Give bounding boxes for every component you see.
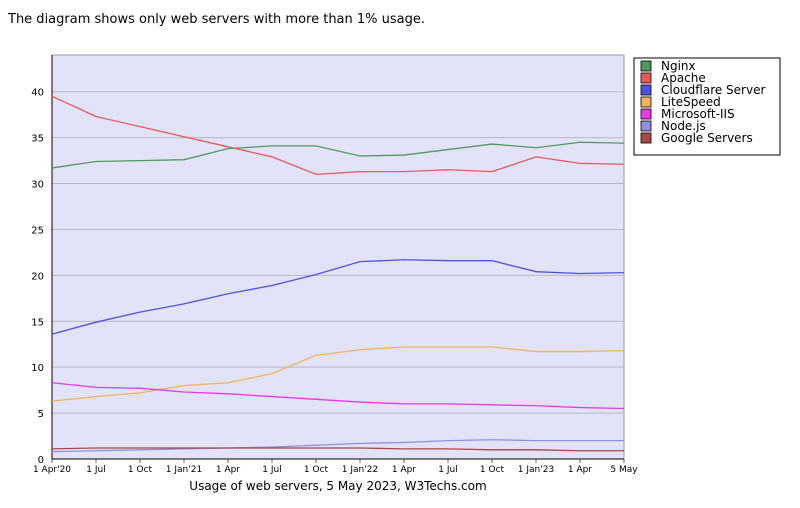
y-tick-label: 0 — [38, 455, 44, 466]
y-tick-label: 15 — [31, 317, 44, 328]
x-tick-label: 1 Jul — [262, 465, 281, 475]
series-line — [51, 447, 624, 452]
legend-swatch — [640, 84, 652, 96]
x-tick-label: 1 Apr — [568, 465, 592, 475]
series-line — [51, 439, 624, 453]
y-tick-label: 25 — [31, 225, 44, 236]
x-tick-label: 1 Apr — [216, 465, 240, 475]
legend-label: LiteSpeed — [661, 95, 721, 109]
legend-swatch — [640, 60, 652, 72]
y-tick-label: 10 — [31, 363, 44, 374]
legend-label: Node.js — [661, 119, 706, 133]
x-tick-label: 1 Jan'22 — [342, 465, 378, 475]
x-axis-title: Usage of web servers, 5 May 2023, W3Tech… — [189, 479, 486, 493]
x-tick-label: 1 Jul — [438, 465, 457, 475]
intro-text: The diagram shows only web servers with … — [8, 12, 426, 27]
x-tick-label: 1 Apr'20 — [33, 465, 71, 475]
series-line — [51, 259, 625, 335]
legend-label: Cloudflare Server — [661, 83, 765, 97]
x-tick-label: 1 Oct — [128, 465, 153, 475]
legend-swatch — [640, 96, 652, 108]
legend-box — [633, 57, 781, 156]
series-line — [51, 382, 625, 410]
series-line — [51, 141, 625, 169]
legend-swatch — [640, 108, 652, 120]
x-tick-label: 1 Jan'21 — [166, 465, 202, 475]
plot-area — [51, 54, 625, 460]
x-tick-label: 5 May — [610, 465, 638, 475]
legend-label: Apache — [661, 71, 706, 85]
x-tick-label: 1 Jul — [86, 465, 105, 475]
legend-label: Google Servers — [661, 131, 753, 145]
legend-swatch — [640, 120, 652, 132]
x-tick-label: 1 Jan'23 — [518, 465, 554, 475]
series-line — [51, 95, 625, 176]
legend-swatch — [640, 132, 652, 144]
series-line — [51, 346, 625, 402]
x-tick-label: 1 Apr — [392, 465, 416, 475]
x-tick-label: 1 Oct — [304, 465, 329, 475]
legend-label: Nginx — [661, 59, 696, 73]
x-tick-label: 1 Oct — [480, 465, 505, 475]
y-tick-label: 40 — [31, 88, 44, 99]
y-tick-label: 30 — [31, 180, 44, 191]
legend-swatch — [640, 72, 652, 84]
y-tick-label: 5 — [38, 409, 44, 420]
y-tick-label: 20 — [31, 271, 44, 282]
y-tick-label: 35 — [31, 134, 44, 145]
legend-label: Microsoft-IIS — [661, 107, 735, 121]
